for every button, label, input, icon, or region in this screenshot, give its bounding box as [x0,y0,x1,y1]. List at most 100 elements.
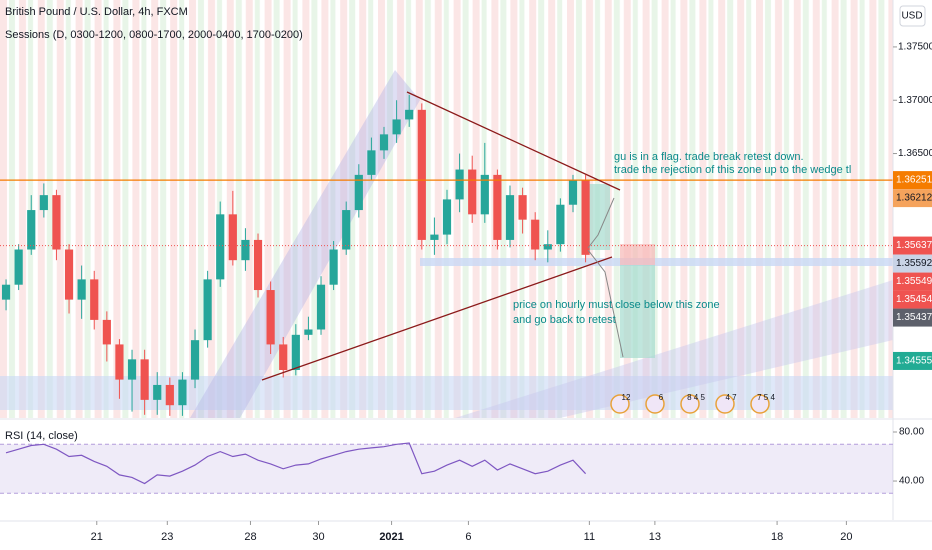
price-label-box [893,236,932,255]
wedge-line [406,91,621,191]
x-tick-label: 2021 [379,531,403,543]
candle-body [468,169,477,215]
price-label: 1.34555 [896,356,932,367]
candle-body [279,344,288,371]
candle-body [405,109,414,120]
candle-body [140,359,149,400]
candle-body [241,239,250,261]
candle-body [253,239,263,291]
candle-body [354,174,363,211]
candle-body [581,180,590,255]
candle-body [228,214,237,261]
x-tick-label: 30 [312,531,324,543]
candle-body [266,290,275,345]
candle-body [543,244,552,250]
event-icon [750,394,770,414]
price-label-box [893,171,932,190]
event-label: 6 [659,393,664,402]
price-label: 1.35437 [896,312,932,323]
rsi-line [5,442,587,485]
candle-body [505,195,515,240]
price-label-box [893,351,932,370]
x-tick-label: 21 [91,531,103,543]
candle-body [52,195,61,250]
price-label: 1.35454 [896,294,932,305]
candle-body [64,249,74,300]
candle-body [342,210,351,250]
event-icon [715,394,735,414]
chart-title: British Pound / U.S. Dollar, 4h, FXCM [5,6,188,18]
wedge-line [261,256,613,381]
y-tick-label: 40.00 [899,476,924,487]
candle-body [127,359,137,380]
event-icon [680,394,700,414]
candle-body [39,195,48,211]
annotation: and go back to retest [513,314,616,326]
candle-body [102,319,111,345]
candle-body [203,279,212,341]
candle-body [392,119,401,135]
event-label: 8 4 5 [687,393,705,402]
arrow [587,249,624,358]
x-tick-label: 23 [161,531,173,543]
event-icon [610,394,630,414]
candle-body [115,344,124,380]
event-label: 4 7 [725,393,737,402]
candle-body [90,279,99,320]
x-tick-label: 18 [771,531,783,543]
price-label-box [893,189,932,208]
candle-body [379,134,389,151]
event-label: 12 [622,393,631,402]
price-label-box [893,254,932,273]
candle-body [190,340,200,380]
price-label: 1.35592 [896,258,932,269]
candle-body [442,199,452,235]
currency-button[interactable] [899,5,926,27]
candle-body [27,210,36,250]
retest-zone [420,258,893,266]
price-label: 1.36251 [896,175,932,186]
x-tick-label: 20 [840,531,852,543]
price-label-box [893,308,932,327]
candle-body [291,334,300,371]
candle-body [455,169,464,200]
x-tick-label: 28 [244,531,256,543]
candle-body [1,284,11,300]
short-target [620,265,655,358]
candle-body [329,249,338,285]
price-label-box [893,290,932,309]
candle-body [178,379,187,406]
y-tick-label: 80.00 [899,427,924,438]
candle-body [568,180,578,205]
y-tick-label: 1.36500 [898,148,932,159]
indicator-title: Sessions (D, 0300-1200, 0800-1700, 2000-… [5,29,303,41]
price-label: 1.35637 [896,240,932,251]
x-tick-label: 6 [465,531,471,543]
arrow [587,197,615,249]
x-tick-label: 11 [584,531,595,543]
candle-body [14,249,23,285]
candle-body [531,219,540,250]
candle-body [493,174,502,240]
channel [455,280,893,418]
rsi-band [0,444,893,494]
candle-body [304,329,313,335]
long-position [588,184,610,250]
price-label: 1.35549 [896,276,932,287]
candle-body [165,384,174,406]
candle-body [556,204,565,245]
candle-body [417,109,426,240]
currency[interactable]: USD [901,11,922,22]
channel [190,70,420,418]
candle-body [216,214,225,280]
x-tick-label: 13 [649,531,661,543]
candle-body [153,384,162,400]
event-label: 7 5 4 [757,393,775,402]
price-label: 1.36212 [896,193,932,204]
annotation: trade the rejection of this zone up to t… [614,164,851,176]
annotation: gu is in a flag. trade break retest down… [614,151,804,163]
candle-body [480,174,489,215]
candle-body [316,284,326,330]
candle-body [518,195,527,220]
